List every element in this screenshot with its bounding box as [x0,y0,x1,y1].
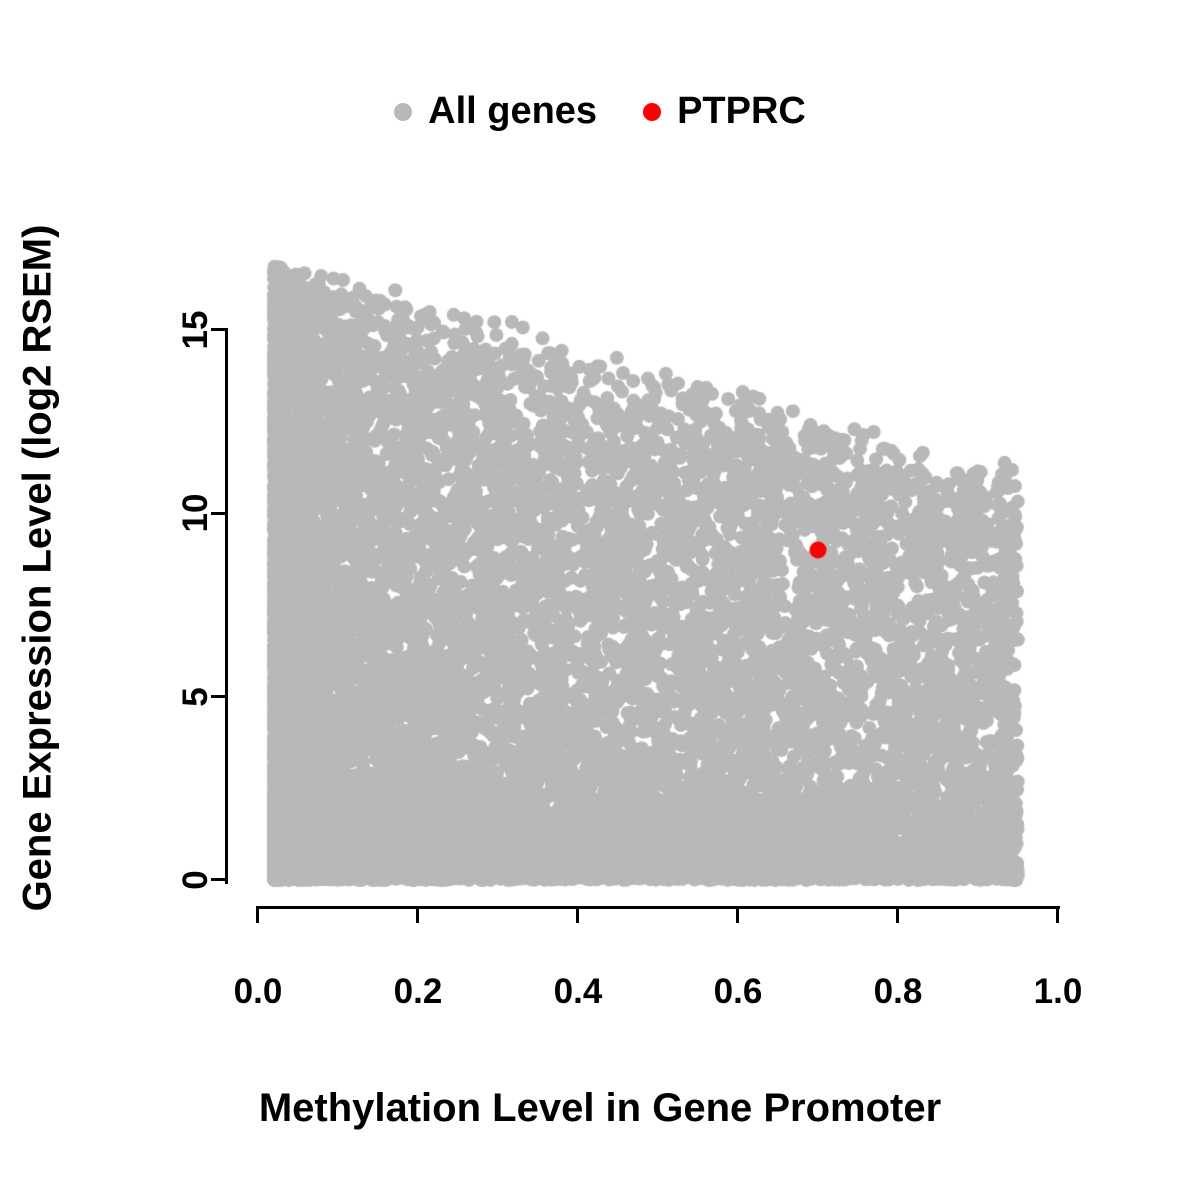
x-tick-mark [736,908,739,923]
legend: All genes PTPRC [0,90,1200,133]
x-tick-label: 1.0 [1033,972,1083,1011]
x-tick-label: 0.2 [393,972,443,1011]
legend-label-ptprc: PTPRC [677,90,806,132]
y-tick-mark [211,878,226,881]
y-axis-title: Gene Expression Level (log2 RSEM) [15,224,60,912]
x-tick-label: 0.0 [233,972,283,1011]
y-axis-line [225,328,228,884]
x-tick-mark [896,908,899,923]
y-tick-label: 0 [176,870,215,890]
x-tick-mark [416,908,419,923]
legend-label-all-genes: All genes [428,90,598,132]
x-tick-label: 0.8 [873,972,923,1011]
y-tick-mark [211,695,226,698]
legend-item-ptprc: PTPRC [643,90,806,133]
y-tick-label: 10 [176,493,215,533]
y-tick-label: 15 [176,310,215,350]
y-tick-label: 5 [176,687,215,707]
x-tick-label: 0.4 [553,972,603,1011]
x-axis-line [256,906,1060,909]
y-tick-mark [211,328,226,331]
x-axis-title: Methylation Level in Gene Promoter [258,1086,942,1130]
x-tick-mark [256,908,259,923]
y-tick-mark [211,512,226,515]
legend-item-all-genes: All genes [394,90,597,133]
x-tick-mark [576,908,579,923]
x-tick-label: 0.6 [713,972,763,1011]
scatter-canvas [220,220,1100,920]
ptprc-marker-icon [643,102,662,121]
x-tick-mark [1056,908,1059,923]
all-genes-marker-icon [394,102,413,121]
